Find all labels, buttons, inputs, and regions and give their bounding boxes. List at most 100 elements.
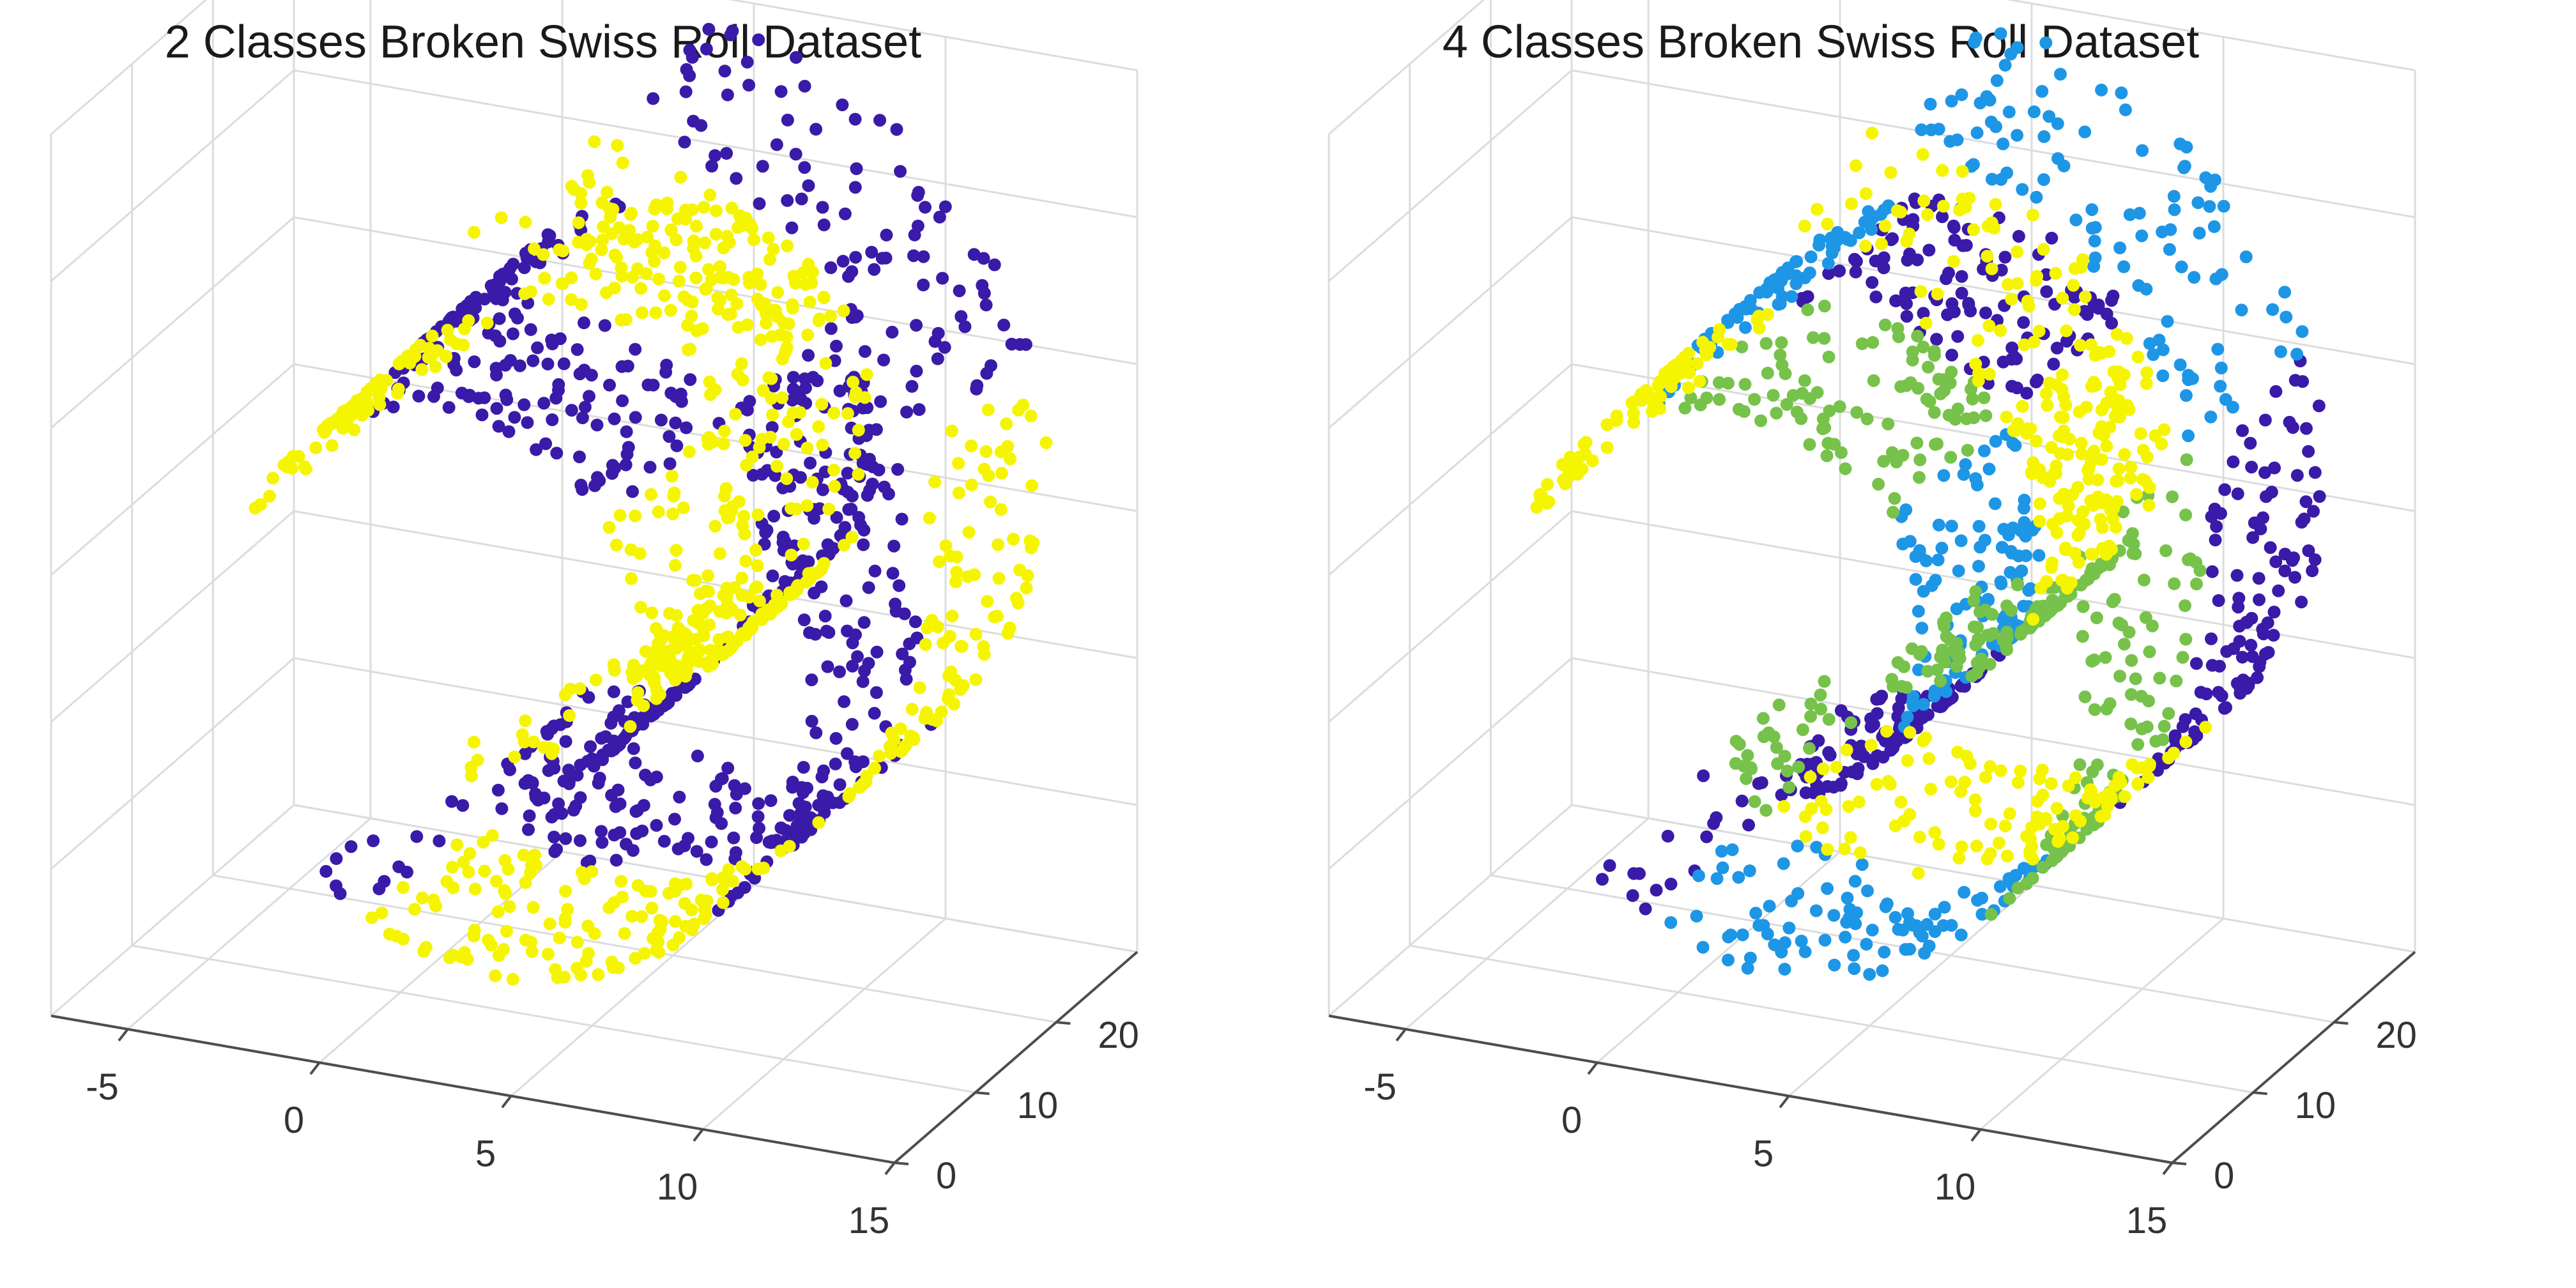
data-point [528, 848, 541, 862]
data-point [1906, 699, 1920, 712]
side-wall-grid-z [1328, 0, 1485, 135]
data-point [2087, 653, 2101, 666]
data-point [1659, 371, 1672, 384]
data-point [2258, 413, 2272, 427]
x-tick-mark [693, 1128, 704, 1142]
data-point [559, 832, 572, 845]
y-tick-mark [2172, 1162, 2187, 1165]
data-point [365, 911, 378, 924]
data-point [880, 228, 893, 241]
x-tick-mark [1970, 1128, 1982, 1142]
data-point [1951, 746, 1964, 759]
data-point [1950, 602, 1963, 615]
data-point [2057, 159, 2071, 172]
data-point [2286, 554, 2299, 567]
data-point [1900, 297, 1913, 310]
data-point [2143, 645, 2156, 659]
data-point [2034, 581, 2048, 595]
data-point [2084, 494, 2097, 507]
data-point [658, 289, 671, 302]
grid-lines [1328, 0, 2416, 1164]
data-point [1903, 247, 1916, 261]
data-point [2142, 770, 2155, 784]
data-point [852, 781, 866, 794]
data-point [841, 624, 854, 638]
data-point [691, 749, 704, 763]
data-point [1756, 712, 1770, 725]
data-point [506, 327, 519, 341]
data-point [608, 664, 621, 677]
data-point [761, 603, 774, 617]
data-point [2014, 627, 2027, 641]
data-point [458, 946, 471, 959]
data-point [693, 655, 706, 668]
back-wall-grid-z [293, 510, 1138, 659]
data-point [952, 457, 965, 470]
data-point [523, 809, 536, 822]
data-point [753, 197, 766, 210]
data-point [524, 323, 537, 336]
y-tick-mark [2253, 1091, 2267, 1095]
data-point [2096, 542, 2109, 555]
data-point [1767, 388, 1780, 402]
data-point [608, 896, 621, 909]
data-point [945, 424, 958, 438]
data-point [737, 510, 751, 523]
data-point [2027, 613, 2040, 626]
data-point [1985, 216, 1998, 229]
data-point [519, 714, 532, 728]
data-point [610, 539, 623, 551]
data-point [830, 510, 843, 524]
data-point [2059, 399, 2073, 411]
data-point [873, 114, 887, 127]
data-point [1866, 336, 1880, 349]
data-point [2037, 243, 2050, 256]
data-point [1950, 636, 1963, 650]
data-point [2054, 410, 2067, 424]
data-point [1712, 376, 1726, 389]
data-point [1782, 921, 1796, 935]
data-point [2135, 689, 2148, 703]
data-point [969, 627, 983, 641]
data-point [2003, 807, 2016, 820]
data-point [578, 401, 592, 414]
data-point [949, 575, 962, 588]
data-point [374, 377, 388, 390]
data-point [2212, 594, 2225, 607]
side-wall-grid-z [50, 69, 295, 282]
x-tick-label: -5 [86, 1066, 119, 1108]
data-point [1699, 348, 1713, 362]
data-point [1804, 710, 1817, 723]
data-point [2027, 335, 2041, 349]
data-point [499, 887, 512, 900]
data-point [668, 877, 682, 891]
data-point [671, 212, 684, 226]
data-point [2162, 707, 2175, 720]
data-point [2073, 758, 2087, 771]
data-point [662, 887, 675, 900]
data-point [2231, 487, 2244, 500]
data-point [716, 772, 729, 785]
data-point [2117, 368, 2131, 381]
data-point [860, 769, 873, 783]
data-point [652, 505, 665, 519]
data-point [749, 544, 763, 557]
data-point [665, 470, 678, 483]
data-point [1889, 910, 1902, 924]
data-point [2170, 674, 2183, 687]
data-point [1877, 251, 1890, 264]
data-point [1795, 412, 1808, 425]
data-point [2122, 403, 2136, 417]
data-point [2161, 315, 2174, 328]
data-point [857, 538, 870, 551]
data-point [898, 663, 912, 677]
data-point [664, 303, 677, 317]
data-point [1989, 197, 2002, 211]
data-point [997, 318, 1011, 332]
data-point [1777, 800, 1791, 813]
data-point [2037, 130, 2051, 143]
data-point [2126, 758, 2139, 771]
data-point [683, 69, 696, 82]
data-point [995, 466, 1008, 480]
data-point [2214, 379, 2227, 393]
